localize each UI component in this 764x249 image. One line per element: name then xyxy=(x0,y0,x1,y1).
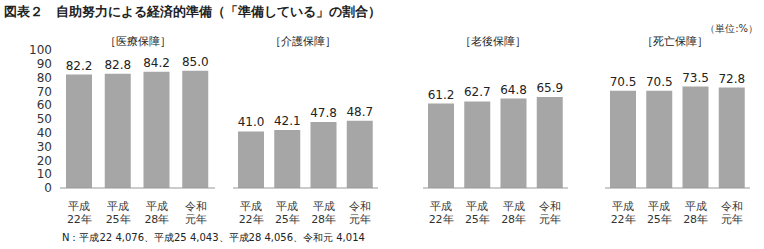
svg-text:20: 20 xyxy=(37,154,52,168)
html-text:図表２ 自助努力による経済的準備（「準備している」の割合）: 図表２ 自助努力による経済的準備（「準備している」の割合） xyxy=(4,4,381,19)
svg-text:70.5: 70.5 xyxy=(610,75,637,89)
svg-text:64.8: 64.8 xyxy=(500,83,527,97)
svg-text:70.5: 70.5 xyxy=(646,75,673,89)
svg-text:42.1: 42.1 xyxy=(274,114,301,128)
svg-text:48.7: 48.7 xyxy=(346,105,373,119)
svg-text:0: 0 xyxy=(44,181,52,195)
svg-text:平成25年: 平成25年 xyxy=(647,200,672,226)
svg-text:50: 50 xyxy=(37,112,52,126)
svg-text:令和元年: 令和元年 xyxy=(721,200,743,226)
svg-text:60: 60 xyxy=(37,98,52,112)
svg-text:62.7: 62.7 xyxy=(464,85,491,99)
svg-text:30: 30 xyxy=(37,140,52,154)
svg-text:平成28年: 平成28年 xyxy=(144,200,169,226)
svg-text:令和元年: 令和元年 xyxy=(539,200,561,226)
svg-text:84.2: 84.2 xyxy=(143,56,170,70)
svg-text:100: 100 xyxy=(29,43,52,57)
html-text:（単位:%）: （単位:%） xyxy=(705,23,758,34)
html-text:［老後保障］: ［老後保障］ xyxy=(460,35,526,48)
svg-text:41.0: 41.0 xyxy=(238,115,265,129)
svg-text:平成22年: 平成22年 xyxy=(239,200,264,226)
svg-text:平成25年: 平成25年 xyxy=(465,200,490,226)
svg-text:令和元年: 令和元年 xyxy=(349,200,371,226)
svg-text:平成25年: 平成25年 xyxy=(106,200,131,226)
svg-text:10: 10 xyxy=(37,167,52,181)
svg-text:47.8: 47.8 xyxy=(310,106,337,120)
svg-text:70: 70 xyxy=(37,85,52,99)
svg-text:平成28年: 平成28年 xyxy=(311,200,336,226)
svg-text:82.2: 82.2 xyxy=(66,59,93,73)
svg-text:80: 80 xyxy=(37,71,52,85)
html-text:N：平成22 4,076、平成25 4,043、平成28 4: N：平成22 4,076、平成25 4,043、平成28 4,056、令和元 4… xyxy=(62,232,365,243)
html-text:［医療保障］: ［医療保障］ xyxy=(104,35,171,48)
svg-text:65.9: 65.9 xyxy=(536,81,563,95)
svg-text:平成28年: 平成28年 xyxy=(501,200,526,226)
svg-text:平成28年: 平成28年 xyxy=(683,200,708,226)
svg-text:73.5: 73.5 xyxy=(682,71,709,85)
svg-text:平成22年: 平成22年 xyxy=(429,200,454,226)
svg-text:平成22年: 平成22年 xyxy=(611,200,636,226)
svg-text:平成25年: 平成25年 xyxy=(275,200,300,226)
svg-text:85.0: 85.0 xyxy=(182,55,209,69)
html-text:［死亡保障］: ［死亡保障］ xyxy=(642,35,708,48)
svg-text:82.8: 82.8 xyxy=(104,58,131,72)
svg-text:40: 40 xyxy=(37,126,52,140)
svg-text:令和元年: 令和元年 xyxy=(185,200,207,226)
svg-text:61.2: 61.2 xyxy=(428,88,455,102)
html-text:［介護保障］: ［介護保障］ xyxy=(270,35,336,48)
svg-text:平成22年: 平成22年 xyxy=(67,200,92,226)
svg-text:90: 90 xyxy=(37,57,52,71)
svg-text:72.8: 72.8 xyxy=(718,72,745,86)
